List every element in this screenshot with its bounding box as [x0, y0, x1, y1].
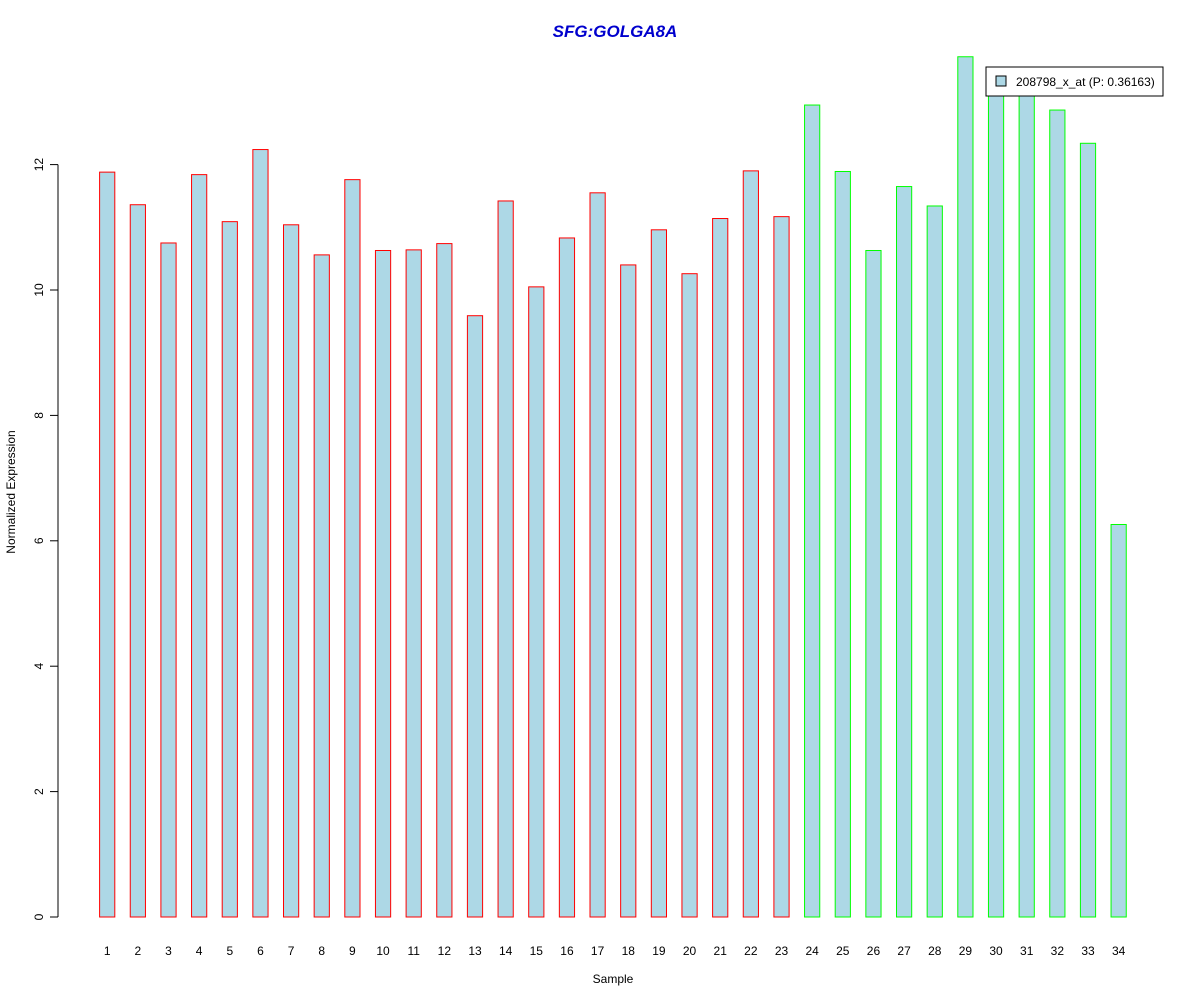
x-tick-label: 1 [104, 944, 111, 958]
x-tick-label: 2 [135, 944, 142, 958]
x-tick-label: 12 [438, 944, 452, 958]
bar-sample-14 [497, 200, 514, 918]
x-tick-label: 34 [1112, 944, 1126, 958]
legend-swatch [995, 75, 1007, 87]
legend-box [985, 66, 1164, 97]
x-tick-label: 13 [468, 944, 482, 958]
y-tick-label: 8 [32, 412, 46, 419]
bar-sample-22 [742, 170, 759, 918]
bar-sample-29 [957, 56, 974, 918]
x-tick-label: 11 [407, 944, 420, 958]
x-tick-label: 18 [622, 944, 636, 958]
bar-sample-3 [160, 242, 177, 918]
x-tick-label: 31 [1020, 944, 1034, 958]
legend: 208798_x_at (P: 0.36163) [985, 66, 1164, 97]
bar-sample-32 [1049, 109, 1066, 918]
y-axis: 0 2 4 6 8 10 12 [32, 158, 59, 920]
bar-sample-8 [313, 254, 330, 918]
bar-sample-17 [589, 192, 606, 918]
x-tick-label: 20 [683, 944, 697, 958]
x-tick-label: 26 [867, 944, 881, 958]
x-tick-label: 28 [928, 944, 942, 958]
bar-sample-25 [834, 170, 851, 918]
x-tick-label: 14 [499, 944, 513, 958]
bar-sample-2 [129, 204, 146, 918]
x-tick-label: 25 [836, 944, 850, 958]
bar-sample-27 [896, 186, 913, 918]
x-tick-label: 33 [1081, 944, 1095, 958]
x-tick-label: 3 [165, 944, 172, 958]
bar-sample-5 [221, 221, 238, 918]
x-tick-label: 16 [560, 944, 574, 958]
y-tick-label: 10 [32, 283, 46, 297]
bar-sample-30 [987, 73, 1005, 918]
bar-sample-1 [99, 171, 116, 918]
bar-sample-18 [620, 264, 637, 918]
bar-sample-11 [405, 249, 422, 918]
x-tick-label: 32 [1051, 944, 1065, 958]
x-tick-label: 24 [805, 944, 819, 958]
bar-sample-34 [1110, 523, 1127, 918]
bar-sample-23 [773, 216, 790, 918]
bar-sample-13 [466, 315, 484, 918]
bar-sample-24 [804, 104, 821, 918]
bar-sample-12 [436, 243, 453, 918]
x-tick-label: 17 [591, 944, 605, 958]
y-tick-label: 2 [32, 788, 46, 795]
x-tick-labels: 1 2 3 4 5 6 7 8 9 10 11 12 13 14 15 16 17 18 19 20 21 22 23 24 2… [104, 944, 1126, 958]
x-tick-label: 29 [959, 944, 973, 958]
bar-sample-26 [865, 249, 882, 918]
bar-group [99, 56, 1127, 918]
x-tick-label: 5 [226, 944, 233, 958]
y-tick-label: 0 [32, 913, 46, 920]
x-tick-label: 21 [714, 944, 728, 958]
x-tick-label: 22 [744, 944, 758, 958]
y-tick-label: 4 [32, 663, 46, 670]
bar-sample-10 [374, 249, 392, 918]
bar-sample-6 [252, 149, 269, 918]
x-tick-label: 30 [989, 944, 1003, 958]
x-tick-label: 23 [775, 944, 789, 958]
x-tick-label: 19 [652, 944, 666, 958]
bar-sample-21 [712, 218, 729, 918]
bar-sample-19 [650, 229, 667, 918]
y-tick-label: 12 [32, 158, 46, 172]
x-tick-label: 8 [318, 944, 325, 958]
y-axis-label: Normalized Expression [4, 430, 18, 553]
x-tick-label: 27 [897, 944, 911, 958]
x-tick-label: 10 [376, 944, 390, 958]
x-axis-label: Sample [593, 972, 634, 986]
x-tick-label: 15 [530, 944, 544, 958]
chart-title: SFG:GOLGA8A [553, 22, 678, 41]
bar-sample-15 [528, 286, 545, 918]
x-tick-label: 6 [257, 944, 264, 958]
bar-sample-28 [926, 205, 943, 918]
bar-sample-31 [1018, 76, 1035, 918]
y-tick-label: 6 [32, 537, 46, 544]
legend-entry: 208798_x_at (P: 0.36163) [1016, 75, 1155, 89]
bar-sample-16 [558, 237, 576, 918]
bar-sample-9 [344, 179, 361, 918]
x-tick-label: 7 [288, 944, 295, 958]
bar-sample-33 [1079, 142, 1097, 918]
bar-sample-4 [191, 174, 208, 918]
x-tick-label: 9 [349, 944, 356, 958]
x-tick-label: 4 [196, 944, 203, 958]
bar-sample-20 [681, 273, 698, 918]
bar-sample-7 [283, 224, 300, 918]
